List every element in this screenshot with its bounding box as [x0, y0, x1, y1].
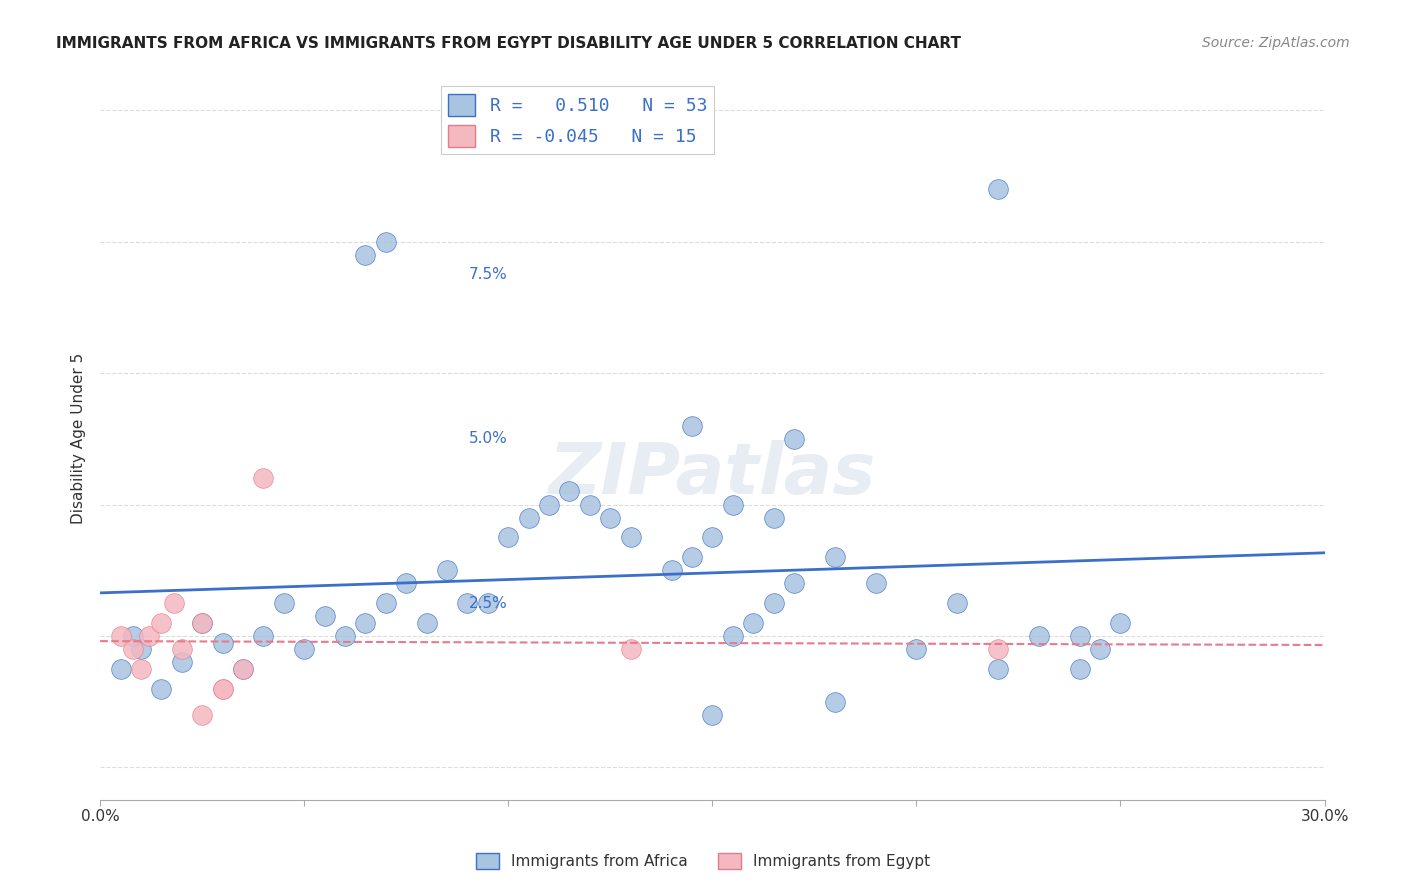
Point	[1088, 642, 1111, 657]
Point	[987, 182, 1010, 196]
Point	[121, 629, 143, 643]
Point	[129, 642, 152, 657]
Text: 30.0%: 30.0%	[1301, 809, 1348, 824]
Point	[252, 629, 274, 643]
Point	[599, 510, 621, 524]
Point	[1028, 629, 1050, 643]
Point	[865, 576, 887, 591]
Point	[333, 629, 356, 643]
Point	[824, 550, 846, 565]
Point	[129, 662, 152, 676]
Point	[211, 681, 233, 696]
Text: 2.5%: 2.5%	[468, 596, 508, 611]
Point	[946, 596, 969, 610]
Point	[721, 498, 744, 512]
Point	[138, 629, 160, 643]
Text: Source: ZipAtlas.com: Source: ZipAtlas.com	[1202, 36, 1350, 50]
Y-axis label: Disability Age Under 5: Disability Age Under 5	[72, 353, 86, 524]
Point	[702, 707, 724, 722]
Point	[110, 662, 132, 676]
Point	[681, 418, 703, 433]
Point	[232, 662, 254, 676]
Legend: R =   0.510   N = 53, R = -0.045   N = 15: R = 0.510 N = 53, R = -0.045 N = 15	[441, 87, 714, 154]
Text: 5.0%: 5.0%	[468, 432, 508, 446]
Point	[150, 615, 173, 630]
Point	[292, 642, 315, 657]
Text: 10.0%: 10.0%	[468, 103, 517, 118]
Point	[191, 615, 214, 630]
Point	[681, 550, 703, 565]
Point	[558, 484, 581, 499]
Point	[762, 596, 785, 610]
Point	[477, 596, 499, 610]
Text: IMMIGRANTS FROM AFRICA VS IMMIGRANTS FROM EGYPT DISABILITY AGE UNDER 5 CORRELATI: IMMIGRANTS FROM AFRICA VS IMMIGRANTS FRO…	[56, 36, 962, 51]
Point	[620, 530, 643, 544]
Point	[150, 681, 173, 696]
Point	[721, 629, 744, 643]
Point	[374, 235, 396, 249]
Point	[742, 615, 765, 630]
Point	[191, 707, 214, 722]
Point	[162, 596, 184, 610]
Point	[395, 576, 418, 591]
Point	[273, 596, 295, 610]
Point	[436, 563, 458, 577]
Point	[783, 576, 806, 591]
Text: 0.0%: 0.0%	[80, 809, 120, 824]
Point	[354, 615, 377, 630]
Point	[987, 642, 1010, 657]
Point	[1109, 615, 1132, 630]
Point	[498, 530, 520, 544]
Point	[620, 642, 643, 657]
Point	[762, 510, 785, 524]
Point	[824, 695, 846, 709]
Text: ZIPatlas: ZIPatlas	[548, 441, 876, 509]
Point	[354, 248, 377, 262]
Point	[987, 662, 1010, 676]
Point	[191, 615, 214, 630]
Point	[579, 498, 602, 512]
Text: 7.5%: 7.5%	[468, 267, 508, 282]
Point	[1069, 629, 1091, 643]
Point	[170, 655, 193, 669]
Point	[538, 498, 561, 512]
Point	[110, 629, 132, 643]
Point	[1069, 662, 1091, 676]
Point	[702, 530, 724, 544]
Point	[211, 635, 233, 649]
Point	[415, 615, 437, 630]
Point	[661, 563, 683, 577]
Point	[783, 432, 806, 446]
Point	[456, 596, 478, 610]
Point	[211, 681, 233, 696]
Point	[374, 596, 396, 610]
Legend: Immigrants from Africa, Immigrants from Egypt: Immigrants from Africa, Immigrants from …	[470, 847, 936, 875]
Point	[121, 642, 143, 657]
Point	[517, 510, 540, 524]
Point	[252, 471, 274, 485]
Point	[905, 642, 928, 657]
Point	[314, 609, 336, 624]
Point	[170, 642, 193, 657]
Point	[232, 662, 254, 676]
